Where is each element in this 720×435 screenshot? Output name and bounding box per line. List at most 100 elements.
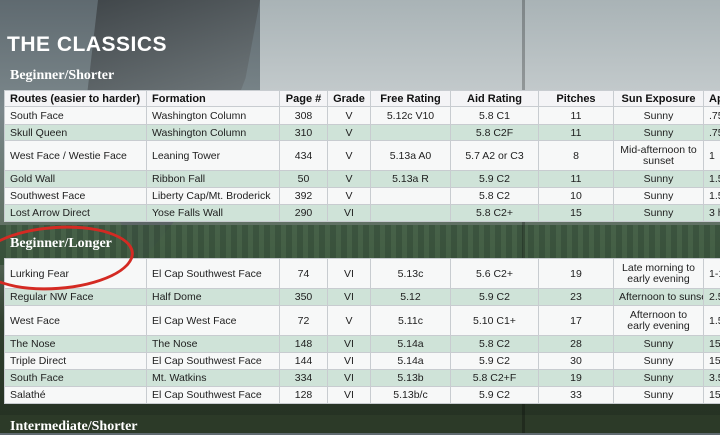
table-cell: 128 xyxy=(280,387,328,404)
table-cell: Sunny xyxy=(614,125,704,141)
table-cell: 11 xyxy=(539,171,614,188)
table-cell: West Face xyxy=(5,306,147,336)
table-cell: 72 xyxy=(280,306,328,336)
table-cell: 10 xyxy=(539,188,614,205)
table-cell: 5.12 xyxy=(371,289,451,306)
table-cell: South Face xyxy=(5,370,147,387)
table-cell: 5.8 C2+ xyxy=(451,205,539,222)
table-cell: 1-1. xyxy=(704,259,720,289)
table-cell: 5.14a xyxy=(371,353,451,370)
table-cell xyxy=(371,125,451,141)
table-cell: VI xyxy=(328,353,371,370)
table-cell: 1.5 xyxy=(704,171,720,188)
table-cell: 5.8 C1 xyxy=(451,107,539,125)
header-cell: Grade xyxy=(328,91,371,107)
table-cell: Sunny xyxy=(614,107,704,125)
table-cell: VI xyxy=(328,289,371,306)
table-cell: Sunny xyxy=(614,205,704,222)
table-cell: 144 xyxy=(280,353,328,370)
table-cell: Lost Arrow Direct xyxy=(5,205,147,222)
table-cell: Afternoon to early evening xyxy=(614,306,704,336)
table-cell: Regular NW Face xyxy=(5,289,147,306)
table-cell: Ribbon Fall xyxy=(147,171,280,188)
table-cell: V xyxy=(328,107,371,125)
table-cell: 15-2 xyxy=(704,353,720,370)
table-cell: V xyxy=(328,125,371,141)
table-cell: 308 xyxy=(280,107,328,125)
header-cell: Routes (easier to harder) xyxy=(5,91,147,107)
table-cell: .75 - xyxy=(704,107,720,125)
table-cell: The Nose xyxy=(147,336,280,353)
table-cell: Sunny xyxy=(614,387,704,404)
header-cell: Formation xyxy=(147,91,280,107)
table-cell: 5.13a R xyxy=(371,171,451,188)
table-cell: VI xyxy=(328,259,371,289)
table-cell: 5.9 C2 xyxy=(451,353,539,370)
table-cell: 5.13a A0 xyxy=(371,141,451,171)
table-cell: El Cap Southwest Face xyxy=(147,353,280,370)
table-cell xyxy=(371,205,451,222)
table-cell: Half Dome xyxy=(147,289,280,306)
table-cell: 290 xyxy=(280,205,328,222)
table-cell: 5.8 C2+F xyxy=(451,370,539,387)
table-cell: Sunny xyxy=(614,370,704,387)
table-cell: 8 xyxy=(539,141,614,171)
table-cell: Mid-afternoon to sunset xyxy=(614,141,704,171)
table-cell: V xyxy=(328,306,371,336)
table-cell: Southwest Face xyxy=(5,188,147,205)
header-cell: Page # xyxy=(280,91,328,107)
table-cell: 5.13b/c xyxy=(371,387,451,404)
header-cell: Free Rating xyxy=(371,91,451,107)
table-cell: Afternoon to sunset xyxy=(614,289,704,306)
table-cell: Skull Queen xyxy=(5,125,147,141)
table-cell: VI xyxy=(328,336,371,353)
table-cell: Sunny xyxy=(614,188,704,205)
table-cell: Liberty Cap/Mt. Broderick xyxy=(147,188,280,205)
table-cell: 3 h xyxy=(704,205,720,222)
header-row: Routes (easier to harder) Formation Page… xyxy=(5,91,720,107)
header-cell: Appr xyxy=(704,91,720,107)
table-cell: 334 xyxy=(280,370,328,387)
table-cell: El Cap Southwest Face xyxy=(147,259,280,289)
table-cell: Late morning to early evening xyxy=(614,259,704,289)
table-cell: Sunny xyxy=(614,171,704,188)
table-cell: 33 xyxy=(539,387,614,404)
table-cell: VI xyxy=(328,205,371,222)
table-cell: 74 xyxy=(280,259,328,289)
table-cell: VI xyxy=(328,387,371,404)
table-cell: 2.5 - xyxy=(704,289,720,306)
table-cell: Washington Column xyxy=(147,107,280,125)
table-cell: 5.10 C1+ xyxy=(451,306,539,336)
table-cell: 1 xyxy=(704,141,720,171)
table-cell: Leaning Tower xyxy=(147,141,280,171)
table-cell: 5.6 C2+ xyxy=(451,259,539,289)
table-cell: 5.9 C2 xyxy=(451,387,539,404)
table-cell: 148 xyxy=(280,336,328,353)
table-cell: Salathé xyxy=(5,387,147,404)
table-beginner-shorter: Routes (easier to harder) Formation Page… xyxy=(4,90,720,222)
table-cell: 23 xyxy=(539,289,614,306)
header-cell: Sun Exposure xyxy=(614,91,704,107)
section-beginner-shorter: Beginner/Shorter xyxy=(10,68,114,84)
table-cell: 5.12c V10 xyxy=(371,107,451,125)
table-cell: 1.5 - 2 xyxy=(704,188,720,205)
table-cell: 392 xyxy=(280,188,328,205)
table-cell: The Nose xyxy=(5,336,147,353)
table-cell: V xyxy=(328,141,371,171)
table-cell: VI xyxy=(328,370,371,387)
sky xyxy=(260,0,720,90)
table-cell: 5.14a xyxy=(371,336,451,353)
table-cell: 350 xyxy=(280,289,328,306)
table-cell: 5.13c xyxy=(371,259,451,289)
